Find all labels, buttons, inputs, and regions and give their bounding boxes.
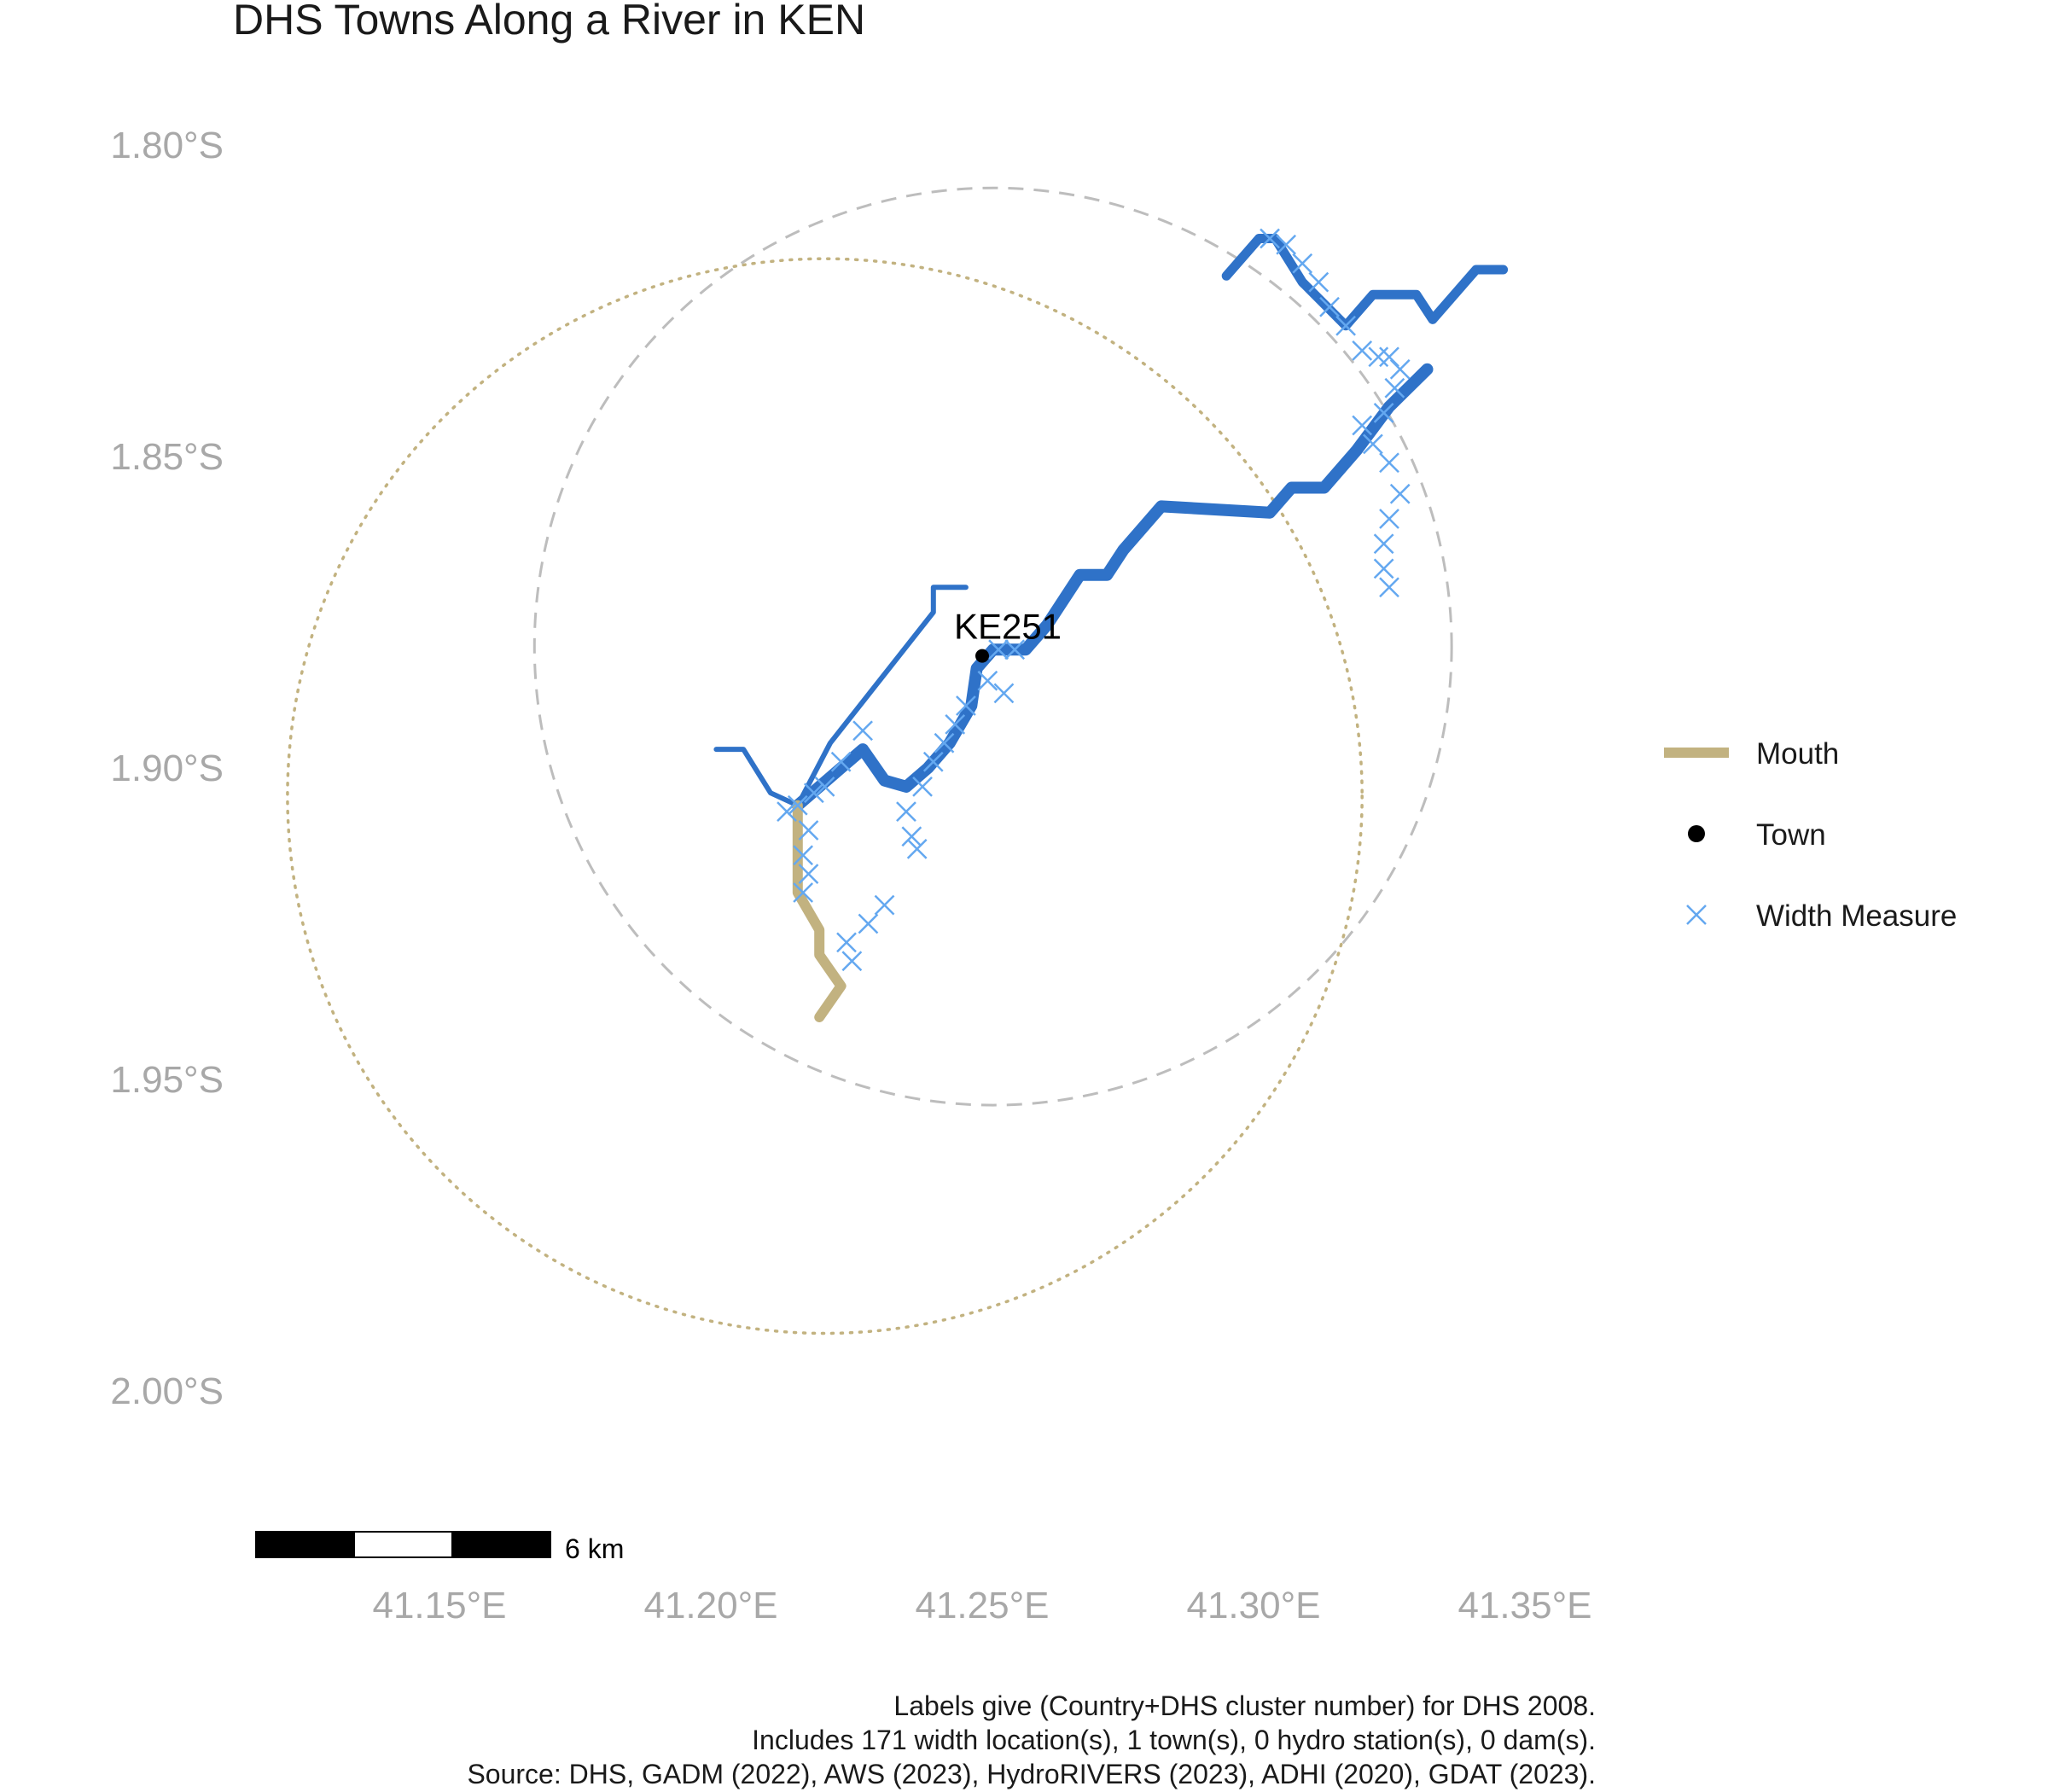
dotted-buffer-circle [286,257,1364,1335]
width-measure-marker [956,695,976,716]
dashed-buffer-circle [532,186,1453,1107]
caption-line-1: Labels give (Country+DHS cluster number)… [893,1690,1596,1721]
width-measure-markers [777,228,1411,972]
caption: Labels give (Country+DHS cluster number)… [467,1690,1596,1789]
scale-bar: 6 km [255,1531,624,1564]
width-measure-marker [1292,253,1313,274]
width-measure-marker [1389,358,1411,380]
width-measure-marker [798,820,819,841]
width-measure-marker [1363,433,1383,455]
width-measure-marker [901,826,922,847]
width-measure-marker [993,683,1015,704]
width-measure-marker [922,751,944,772]
width-measure-marker [1004,639,1026,660]
width-measure-marker [1352,340,1373,361]
legend-width-label: Width Measure [1756,899,1957,933]
river-west-arm [713,585,969,808]
width-measure-marker [1379,452,1399,474]
town-group: KE251 [954,607,1062,663]
town-label: KE251 [954,607,1062,647]
width-measure-marker [1319,296,1340,317]
width-measure-marker [793,882,814,903]
width-measure-marker [874,894,895,916]
map-title: DHS Towns Along a River in KEN [233,0,865,44]
y-tick-label: 1.90°S [110,748,224,789]
width-measure-marker [858,913,879,934]
legend: Mouth Town Width Measure [1664,737,1957,933]
width-measure-marker [1389,483,1411,504]
width-measure-marker [841,951,863,972]
x-tick-label: 41.20°E [643,1585,777,1626]
width-measure-marker [1368,346,1389,368]
legend-width-swatch [1686,905,1707,925]
y-tick-label: 1.85°S [110,436,224,478]
width-measure-marker [1379,577,1399,598]
legend-town-label: Town [1756,818,1826,852]
width-measure-marker [787,794,808,816]
town-point [975,649,989,663]
x-tick-label: 41.25°E [915,1585,1049,1626]
width-measure-marker [977,670,998,691]
width-measure-marker [798,864,819,884]
river-north-arm [1221,234,1509,331]
x-tick-label: 41.30°E [1186,1585,1320,1626]
width-measure-marker [906,839,928,859]
width-measure-marker [1260,228,1280,249]
legend-mouth-label: Mouth [1756,737,1839,771]
width-measure-marker [1379,509,1399,529]
legend-town-swatch [1688,825,1705,842]
width-measure-marker [836,932,857,953]
width-measure-marker [1352,415,1373,436]
river-main-channel [791,363,1434,812]
width-measure-marker [830,751,852,772]
y-tick-label: 1.80°S [110,125,224,166]
width-measure-marker [1384,377,1405,399]
width-measure-marker [1308,271,1329,293]
width-measure-marker [1379,346,1399,368]
x-tick-label: 41.15°E [372,1585,506,1626]
width-measure-marker [945,714,966,735]
width-measure-marker [1335,315,1357,336]
width-measure-marker [852,720,873,742]
width-measure-marker [1373,403,1394,423]
y-tick-label: 2.00°S [110,1370,224,1412]
width-measure-marker [1373,558,1394,579]
x-axis: 41.15°E 41.20°E 41.25°E 41.30°E 41.35°E [372,1585,1591,1626]
x-tick-label: 41.35°E [1457,1585,1591,1626]
width-measure-marker [814,777,835,797]
width-measure-marker [1276,234,1297,255]
scale-bar-segment [255,1531,355,1558]
y-axis: 1.80°S 1.85°S 1.90°S 1.95°S 2.00°S [110,125,224,1412]
width-measure-marker [988,639,1009,660]
caption-line-2: Includes 171 width location(s), 1 town(s… [752,1725,1596,1755]
width-measure-marker [793,845,814,866]
scale-bar-label: 6 km [565,1533,624,1564]
y-tick-label: 1.95°S [110,1059,224,1101]
width-measure-marker [934,732,955,753]
buffer-circles [286,186,1453,1335]
width-measure-marker [896,801,916,822]
width-measure-marker [803,783,824,804]
scale-bar-segment [353,1531,453,1558]
scale-bar-segment [451,1531,551,1558]
river-network [713,234,1509,1022]
width-measure-marker [912,777,933,797]
width-measure-marker [777,801,797,822]
width-measure-marker [1373,533,1394,555]
river-mouth-segment [792,800,847,1022]
caption-line-3: Source: DHS, GADM (2022), AWS (2023), Hy… [467,1759,1596,1789]
